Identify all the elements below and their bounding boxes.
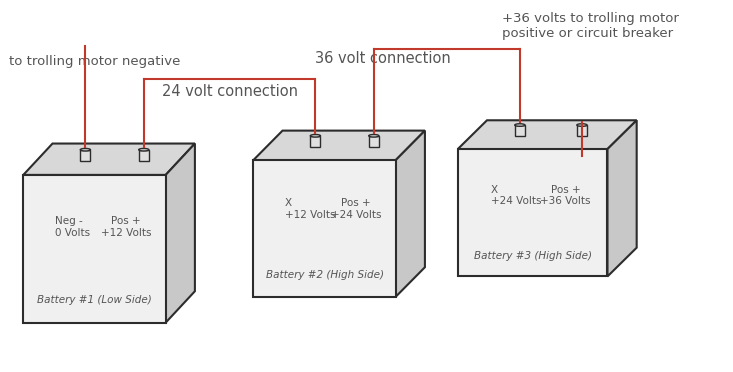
Text: Battery #3 (High Side): Battery #3 (High Side) — [474, 251, 592, 261]
Ellipse shape — [80, 148, 90, 151]
Bar — [577, 125, 587, 136]
Ellipse shape — [139, 148, 149, 151]
Bar — [458, 149, 608, 276]
Text: Pos +
+36 Volts: Pos + +36 Volts — [540, 185, 591, 206]
Bar — [80, 150, 90, 161]
Polygon shape — [396, 131, 425, 297]
Text: X
+12 Volts: X +12 Volts — [284, 198, 335, 220]
Bar — [369, 136, 379, 147]
Ellipse shape — [310, 135, 320, 137]
Text: to trolling motor negative: to trolling motor negative — [9, 55, 180, 68]
Text: Neg -
0 Volts: Neg - 0 Volts — [55, 216, 89, 238]
Polygon shape — [23, 144, 195, 175]
Polygon shape — [254, 131, 425, 160]
Text: Pos +
+12 Volts: Pos + +12 Volts — [100, 216, 151, 238]
Ellipse shape — [369, 135, 379, 137]
Text: X
+24 Volts: X +24 Volts — [490, 185, 541, 206]
Text: Battery #1 (Low Side): Battery #1 (Low Side) — [37, 295, 152, 305]
Text: Pos +
+24 Volts: Pos + +24 Volts — [331, 198, 381, 220]
Text: 24 volt connection: 24 volt connection — [162, 84, 298, 99]
Text: +36 volts to trolling motor
positive or circuit breaker: +36 volts to trolling motor positive or … — [501, 13, 679, 41]
Polygon shape — [166, 144, 195, 323]
Polygon shape — [608, 120, 637, 276]
Bar — [310, 136, 320, 147]
Bar — [515, 125, 525, 136]
Text: 36 volt connection: 36 volt connection — [315, 51, 451, 66]
Ellipse shape — [515, 124, 525, 126]
Bar — [139, 150, 149, 161]
Bar — [23, 175, 166, 323]
Bar — [254, 160, 396, 297]
Polygon shape — [458, 120, 637, 149]
Text: Battery #2 (High Side): Battery #2 (High Side) — [265, 270, 383, 280]
Ellipse shape — [577, 124, 587, 126]
